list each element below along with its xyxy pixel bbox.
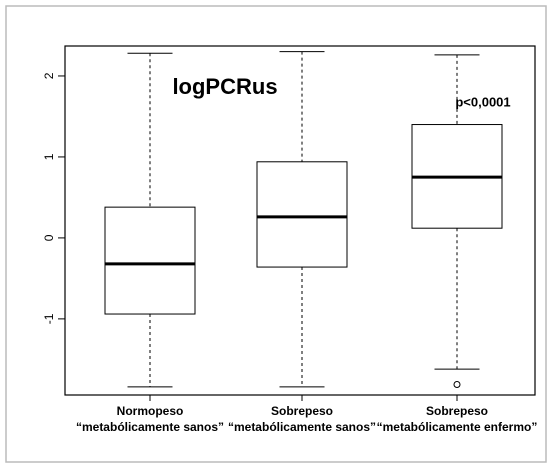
box: [104, 206, 196, 315]
chart-title: logPCRus: [172, 74, 277, 99]
x-tick-label: Normopeso: [117, 404, 184, 418]
x-tick-label: “metabólicamente sanos”: [76, 420, 224, 434]
box: [256, 161, 348, 268]
annotation: p<0,0001: [455, 94, 510, 109]
x-tick-label: “metabólicamente enfermo”: [377, 420, 538, 434]
x-tick-label: “metabólicamente sanos”: [228, 420, 376, 434]
y-tick-label: 2: [42, 72, 56, 79]
y-tick-label: 1: [42, 153, 56, 160]
y-tick-label: 0: [42, 234, 56, 241]
outlier: [453, 380, 461, 388]
y-tick-label: -1: [42, 313, 56, 324]
plot-area: [64, 45, 536, 396]
x-tick-label: Sobrepeso: [426, 404, 488, 418]
x-tick-label: Sobrepeso: [271, 404, 333, 418]
